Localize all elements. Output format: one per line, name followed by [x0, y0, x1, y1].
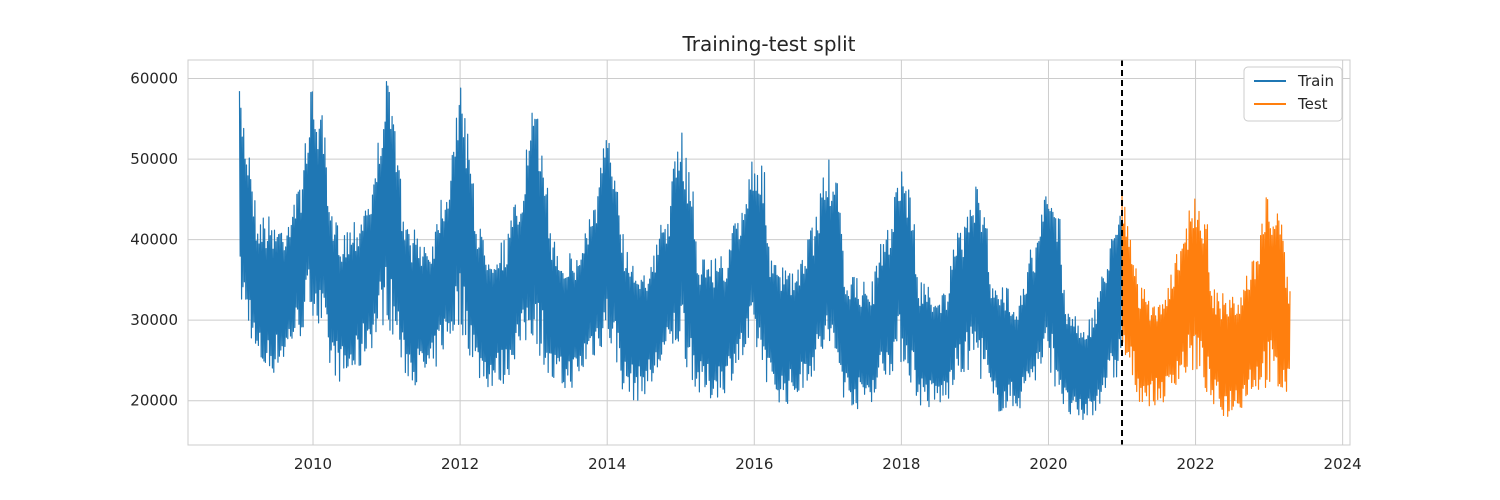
chart-title: Training-test split: [682, 32, 856, 56]
x-tick-label: 2016: [735, 455, 773, 473]
x-tick-label: 2012: [441, 455, 479, 473]
x-tick-label: 2018: [882, 455, 920, 473]
y-tick-label: 50000: [130, 150, 178, 168]
series-line-test: [1121, 192, 1291, 417]
legend: Train Test: [1243, 66, 1343, 122]
y-tick-label: 60000: [130, 70, 178, 88]
x-tick-label: 2024: [1324, 455, 1362, 473]
x-tick-label: 2010: [294, 455, 332, 473]
x-tick-label: 2020: [1029, 455, 1067, 473]
y-tick-label: 30000: [130, 311, 178, 329]
x-axis-ticks: 2010 2012 2014 2016 2018 2020 2022 2024: [294, 455, 1362, 473]
y-tick-label: 40000: [130, 231, 178, 249]
y-axis-ticks: 20000 30000 40000 50000 60000: [130, 70, 178, 410]
plot-frame: [187, 59, 1351, 446]
x-tick-label: 2022: [1176, 455, 1214, 473]
y-tick-label: 20000: [130, 392, 178, 410]
series-line-train: [238, 81, 1123, 420]
legend-label-train: Train: [1297, 72, 1334, 90]
series-layer: [238, 81, 1291, 420]
legend-label-test: Test: [1297, 95, 1328, 113]
x-tick-label: 2014: [588, 455, 626, 473]
